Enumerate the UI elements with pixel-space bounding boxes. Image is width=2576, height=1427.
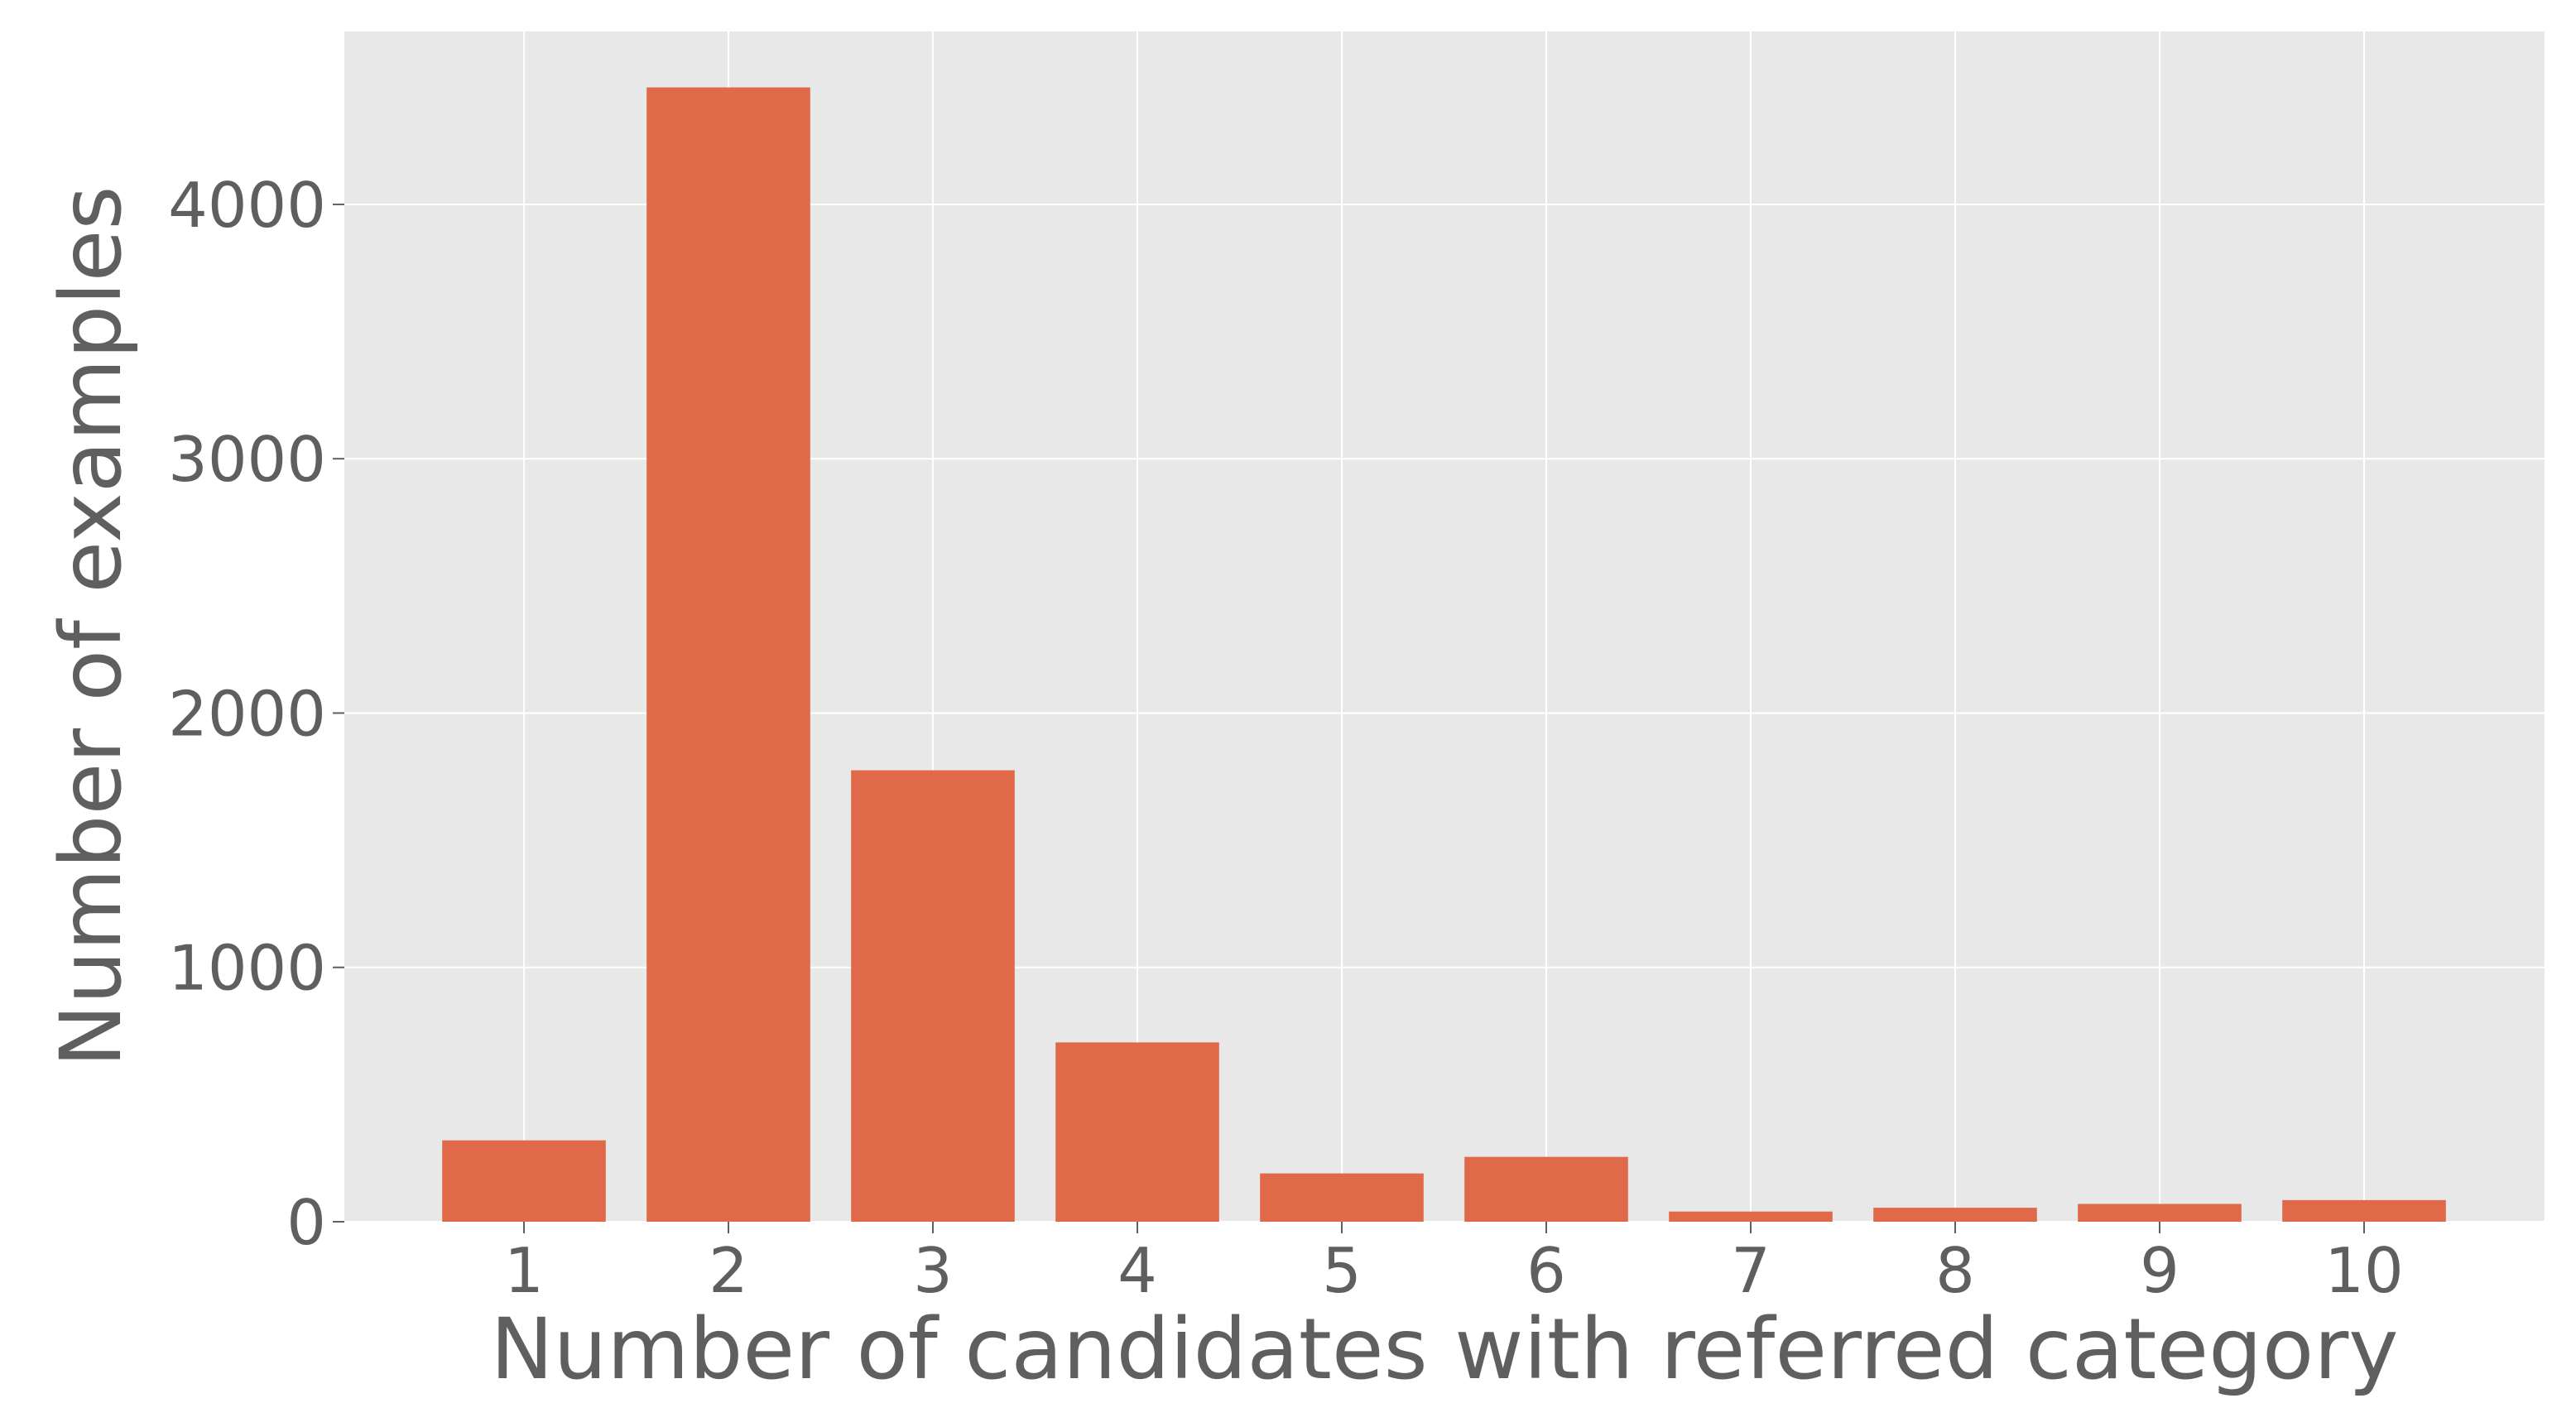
bar-8 xyxy=(1873,1208,2037,1222)
bar-10 xyxy=(2282,1199,2446,1222)
bar-9 xyxy=(2078,1204,2242,1222)
axis-ticks: 0 1000 2000 3000 4000 1 2 3 4 5 6 7 8 9 10 xyxy=(168,169,2404,1307)
y-tick-label: 1000 xyxy=(168,932,326,1005)
x-tick-label: 6 xyxy=(1526,1234,1566,1307)
y-tick-label: 2000 xyxy=(168,677,326,750)
bar-6 xyxy=(1464,1156,1628,1222)
bar-2 xyxy=(646,87,810,1223)
x-tick-label: 2 xyxy=(709,1234,748,1307)
bar-5 xyxy=(1260,1173,1424,1222)
y-tick-label: 4000 xyxy=(168,169,326,242)
bar-4 xyxy=(1055,1042,1219,1222)
x-tick-label: 10 xyxy=(2324,1234,2403,1307)
y-axis-title: Number of examples xyxy=(42,185,141,1067)
x-tick-label: 5 xyxy=(1322,1234,1362,1307)
x-axis-title: Number of candidates with referred categ… xyxy=(490,1300,2398,1399)
bar-7 xyxy=(1669,1211,1833,1222)
x-tick-label: 8 xyxy=(1935,1234,1975,1307)
x-tick-label: 3 xyxy=(913,1234,953,1307)
x-tick-label: 1 xyxy=(504,1234,544,1307)
y-tick-label: 3000 xyxy=(168,423,326,496)
bars xyxy=(442,87,2446,1223)
bar-1 xyxy=(442,1140,606,1222)
x-tick-label: 7 xyxy=(1731,1234,1771,1307)
x-tick-label: 4 xyxy=(1117,1234,1157,1307)
y-tick-label: 0 xyxy=(286,1186,326,1259)
bar-3 xyxy=(851,770,1015,1222)
x-tick-label: 9 xyxy=(2140,1234,2180,1307)
